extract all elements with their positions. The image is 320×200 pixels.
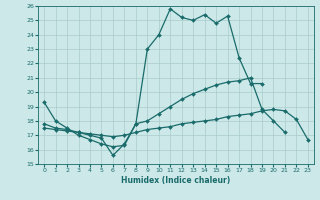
X-axis label: Humidex (Indice chaleur): Humidex (Indice chaleur) [121,176,231,185]
